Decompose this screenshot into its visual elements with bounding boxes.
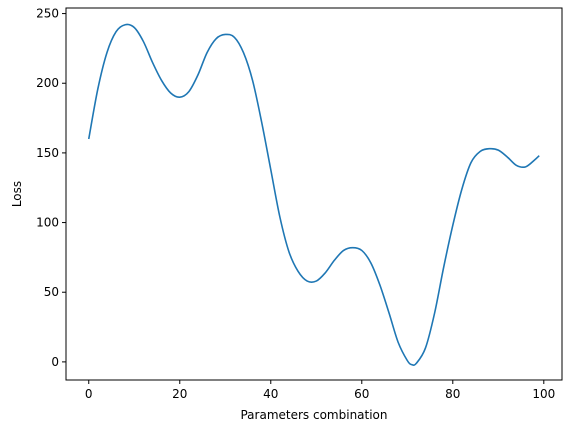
series-line-0 bbox=[87, 23, 540, 366]
y-tick-label: 250 bbox=[36, 7, 59, 21]
y-tick-label: 100 bbox=[36, 216, 59, 230]
y-tick-label: 50 bbox=[44, 285, 59, 299]
y-tick-label: 0 bbox=[51, 355, 59, 369]
y-axis-label: Loss bbox=[10, 181, 24, 207]
x-axis-label: Parameters combination bbox=[240, 408, 387, 422]
x-tick-label: 60 bbox=[354, 387, 369, 401]
plot-frame bbox=[65, 7, 563, 381]
x-tick-label: 40 bbox=[263, 387, 278, 401]
x-tick-label: 0 bbox=[85, 387, 93, 401]
x-tick-label: 20 bbox=[172, 387, 187, 401]
x-tick-label: 80 bbox=[445, 387, 460, 401]
y-tick-label: 150 bbox=[36, 146, 59, 160]
y-tick-label: 200 bbox=[36, 76, 59, 90]
x-tick-label: 100 bbox=[532, 387, 555, 401]
plot-area bbox=[66, 8, 562, 380]
